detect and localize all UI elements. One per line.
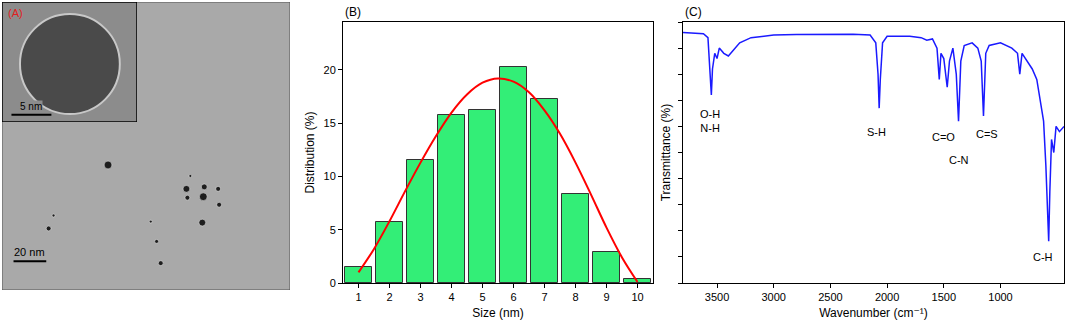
svg-text:C-H: C-H bbox=[1033, 251, 1053, 263]
svg-text:Transmittance (%): Transmittance (%) bbox=[659, 104, 673, 202]
svg-text:S-H: S-H bbox=[867, 126, 886, 138]
svg-text:5: 5 bbox=[330, 224, 336, 236]
svg-text:(A): (A) bbox=[8, 7, 23, 19]
svg-text:10: 10 bbox=[324, 170, 336, 182]
svg-text:3000: 3000 bbox=[761, 291, 785, 303]
svg-text:Distribution (%): Distribution (%) bbox=[303, 111, 317, 193]
svg-text:(B): (B) bbox=[345, 5, 361, 19]
svg-text:1: 1 bbox=[355, 291, 361, 303]
svg-text:C=S: C=S bbox=[976, 128, 998, 140]
svg-text:1000: 1000 bbox=[988, 291, 1012, 303]
svg-text:7: 7 bbox=[541, 291, 547, 303]
svg-text:15: 15 bbox=[324, 117, 336, 129]
svg-text:8: 8 bbox=[572, 291, 578, 303]
svg-text:Size (nm): Size (nm) bbox=[472, 306, 523, 320]
svg-text:C=O: C=O bbox=[932, 131, 955, 143]
svg-text:6: 6 bbox=[510, 291, 516, 303]
svg-text:5 nm: 5 nm bbox=[20, 101, 42, 112]
svg-text:3500: 3500 bbox=[705, 291, 729, 303]
svg-text:1500: 1500 bbox=[932, 291, 956, 303]
svg-text:4: 4 bbox=[448, 291, 454, 303]
svg-text:2500: 2500 bbox=[818, 291, 842, 303]
svg-text:9: 9 bbox=[603, 291, 609, 303]
svg-text:10: 10 bbox=[631, 291, 643, 303]
svg-text:O-HN-H: O-HN-H bbox=[700, 108, 720, 134]
svg-text:5: 5 bbox=[479, 291, 485, 303]
svg-text:3: 3 bbox=[417, 291, 423, 303]
svg-text:2000: 2000 bbox=[875, 291, 899, 303]
svg-text:(C): (C) bbox=[685, 5, 702, 19]
svg-text:20: 20 bbox=[324, 64, 336, 76]
svg-text:20 nm: 20 nm bbox=[14, 246, 45, 258]
svg-text:0: 0 bbox=[330, 277, 336, 289]
svg-text:Wavenumber (cm⁻¹): Wavenumber (cm⁻¹) bbox=[819, 306, 928, 320]
svg-text:2: 2 bbox=[386, 291, 392, 303]
svg-text:C-N: C-N bbox=[949, 154, 969, 166]
